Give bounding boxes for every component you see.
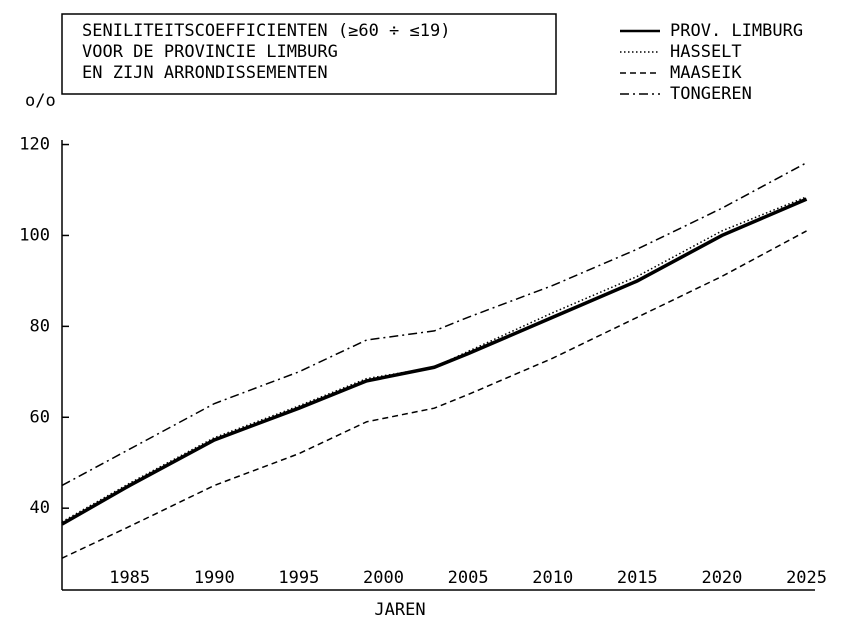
line: [61, 196, 807, 523]
y-tick-label: 100: [19, 225, 50, 245]
x-axis-label: JAREN: [374, 600, 425, 620]
y-tick-label: 40: [30, 498, 50, 518]
legend-label: MAASEIK: [670, 63, 742, 83]
x-tick-label: 2020: [701, 568, 742, 588]
chart-title: EN ZIJN ARRONDISSEMENTEN: [82, 63, 328, 83]
legend-label: PROV. LIMBURG: [670, 21, 803, 41]
y-axis-label: o/o: [25, 91, 56, 111]
legend-label: HASSELT: [670, 42, 742, 62]
title-box: [61, 13, 557, 95]
x-tick-label: 1995: [278, 568, 319, 588]
chart-title: SENILITEITSCOEFFICIENTEN (≥60 ÷ ≤19): [82, 21, 450, 41]
y-tick-label: 60: [30, 407, 50, 427]
x-tick-label: 1990: [194, 568, 235, 588]
x-tick-label: 1985: [109, 568, 150, 588]
y-tick-label: 80: [30, 316, 50, 336]
x-tick-label: 2010: [532, 568, 573, 588]
line: [61, 197, 808, 526]
line: [61, 230, 807, 559]
legend-label: TONGEREN: [670, 84, 752, 104]
x-tick-label: 2025: [786, 568, 827, 588]
x-tick-label: 2000: [363, 568, 404, 588]
x-tick-label: 2005: [448, 568, 489, 588]
chart-title: VOOR DE PROVINCIE LIMBURG: [82, 42, 338, 62]
y-tick-label: 120: [19, 135, 50, 155]
x-tick-label: 2015: [617, 568, 658, 588]
line: [61, 162, 807, 487]
